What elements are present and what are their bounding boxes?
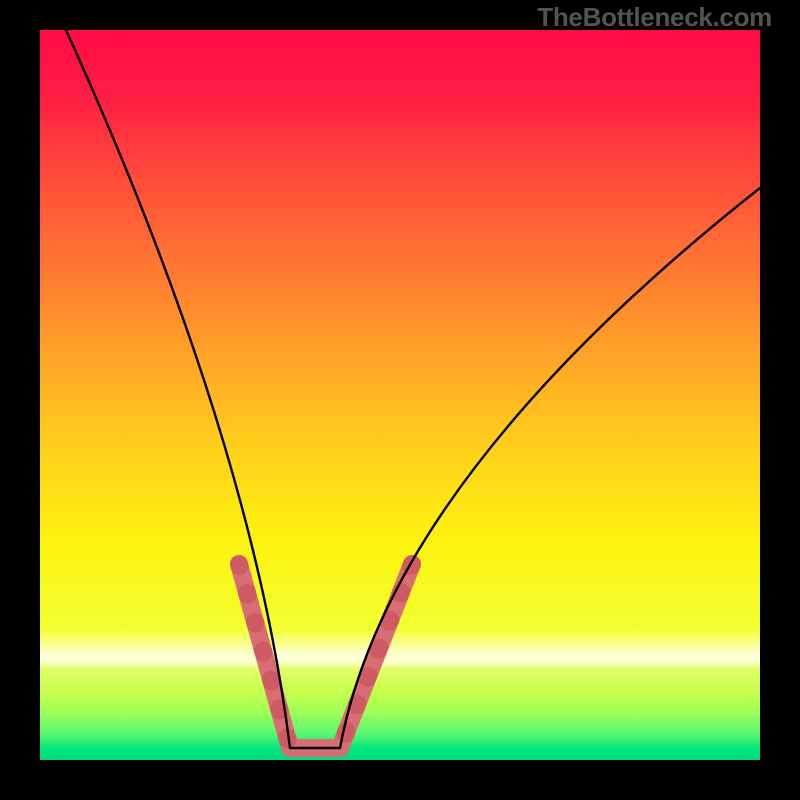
curves-layer xyxy=(0,0,800,800)
v-curve xyxy=(340,188,760,748)
